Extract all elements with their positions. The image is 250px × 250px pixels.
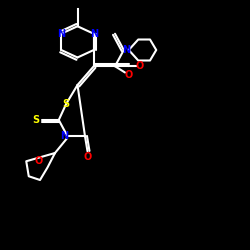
Text: O: O xyxy=(136,61,144,71)
Text: S: S xyxy=(63,99,70,109)
Text: O: O xyxy=(34,156,43,166)
Text: N: N xyxy=(122,45,130,55)
Text: S: S xyxy=(33,115,40,125)
Text: O: O xyxy=(84,152,92,162)
Text: N: N xyxy=(57,29,65,39)
Text: N: N xyxy=(90,29,98,39)
Text: O: O xyxy=(124,70,133,80)
Text: N: N xyxy=(60,131,68,141)
